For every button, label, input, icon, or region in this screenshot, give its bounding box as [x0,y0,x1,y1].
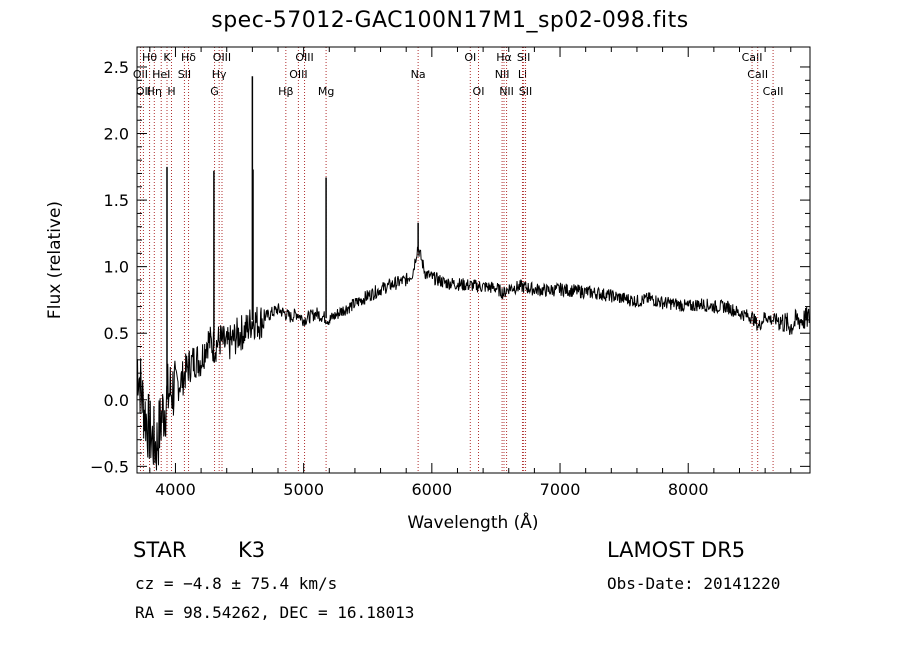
plot-frame [136,46,811,474]
y-tick-label: 2.5 [104,58,129,77]
line-marker-label-19: NII [495,68,510,81]
line-marker-label-11: OIII [213,51,231,64]
line-marker-label-5: K [163,51,171,64]
line-marker-label-6: H [167,85,175,98]
line-marker-label-15: Mg [318,85,334,98]
x-axis-label: Wavelength (Å) [407,511,538,533]
line-marker-label-7: SII [178,68,191,81]
y-tick-label: 0.0 [104,391,129,410]
x-tick-label: 6000 [411,480,452,499]
line-marker-label-9: G [210,85,219,98]
object-class: STAR [133,538,187,562]
x-tick-label: 5000 [283,480,324,499]
line-marker-label-3: Hη [147,85,162,98]
spectrum-layer [136,76,811,471]
line-marker-label-22: Li [518,68,527,81]
line-marker-label-2: Hθ [142,51,157,64]
chart-title: spec-57012-GAC100N17M1_sp02-098.fits [211,8,689,33]
line-marker-label-25: CaII [742,51,763,64]
line-marker-label-20: Hα [496,51,512,64]
spectrum-line [136,246,811,471]
y-tick-label: 0.5 [104,324,129,343]
survey-name: LAMOST DR5 [607,538,746,562]
y-tick-label: 1.5 [104,191,129,210]
line-marker-label-24: SII [519,85,532,98]
y-axis-label: Flux (relative) [45,201,65,319]
line-marker-label-26: CaII [747,68,768,81]
line-marker-label-16: Na [411,68,426,81]
x-tick-label: 4000 [155,480,196,499]
x-tick-label: 8000 [668,480,709,499]
axis-ticks-layer: 4000 5000 6000 7000 8000 −0.5 0.0 0.5 1.0 1.5 2.0 2… [90,47,810,499]
y-tick-label: 2.0 [104,125,129,144]
line-marker-label-17: OI [464,51,476,64]
line-marker-label-27: CaII [763,85,784,98]
line-marker-label-21: NII [499,85,514,98]
line-marker-label-8: Hδ [181,51,196,64]
line-marker-label-0: OII [133,68,148,81]
y-tick-label: 1.0 [104,258,129,277]
line-marker-label-13: OIII [289,68,307,81]
line-marker-label-1: OII [136,85,151,98]
y-tick-label: −0.5 [90,457,129,476]
line-markers-layer: OIIOIIHθHηHeIKHSIIHδGHγOIIIHβOIIIOIIIMgN… [133,47,784,473]
line-marker-label-4: HeI [152,68,170,81]
line-marker-label-18: OI [473,85,485,98]
line-marker-label-23: SII [517,51,530,64]
object-subclass: K3 [238,538,266,562]
redshift-line: cz = −4.8 ± 75.4 km/s [135,574,338,593]
ra-dec-line: RA = 98.54262, DEC = 16.18013 [135,603,415,622]
line-marker-label-10: Hγ [212,68,227,81]
line-marker-label-12: Hβ [278,85,293,98]
x-tick-label: 7000 [540,480,581,499]
line-marker-label-14: OIII [295,51,313,64]
observation-date: Obs-Date: 20141220 [607,574,781,593]
